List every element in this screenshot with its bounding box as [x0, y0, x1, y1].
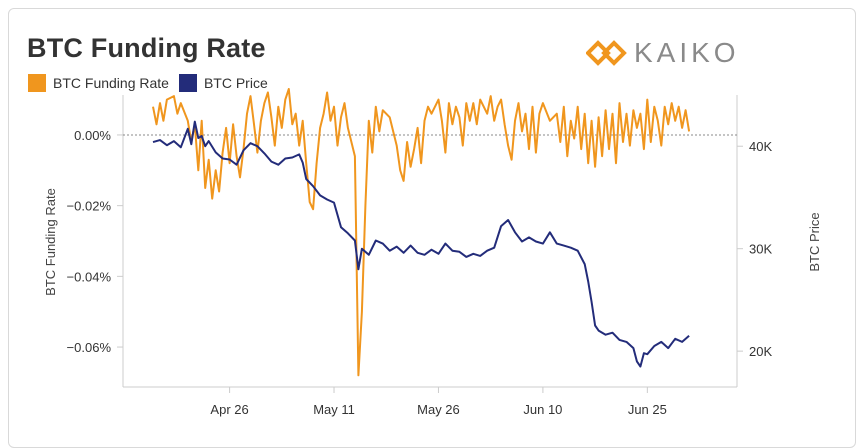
x-tick-label: May 26 [417, 402, 460, 417]
x-tick-label: May 11 [313, 402, 355, 417]
chart-card [8, 8, 856, 448]
legend-item-funding-rate[interactable]: BTC Funding Rate [28, 74, 169, 92]
legend-item-btc-price[interactable]: BTC Price [178, 74, 268, 92]
left-tick-label: −0.06% [67, 340, 112, 355]
kaiko-logo: KAIKO [586, 36, 740, 70]
left-tick-label: −0.02% [67, 199, 112, 214]
right-tick-label: 40K [749, 139, 772, 154]
right-axis-title: BTC Price [807, 212, 822, 271]
legend-swatch-price [178, 74, 197, 92]
x-tick-label: Apr 26 [210, 402, 248, 417]
left-tick-label: 0.00% [74, 128, 111, 143]
legend-swatch-funding [28, 74, 46, 92]
left-axis-title: BTC Funding Rate [43, 188, 58, 296]
btc-price-series-line [152, 120, 690, 368]
chart-canvas: 0.00% −0.02% −0.04% −0.06% 40K 30K 20K Apr 26… [43, 88, 822, 417]
left-tick-label: −0.04% [67, 269, 112, 284]
legend-label-funding: BTC Funding Rate [53, 75, 169, 91]
x-tick-label: Jun 25 [628, 402, 667, 417]
funding-rate-series-line [152, 88, 691, 377]
page-title: BTC Funding Rate [27, 33, 266, 63]
right-tick-label: 20K [749, 344, 772, 359]
kaiko-diamond-icon [586, 40, 627, 66]
x-tick-label: Jun 10 [523, 402, 562, 417]
chart-legend: BTC Funding Rate BTC Price [28, 74, 278, 92]
logo-text: KAIKO [634, 37, 740, 68]
right-tick-label: 30K [749, 242, 772, 257]
legend-label-price: BTC Price [203, 75, 268, 91]
